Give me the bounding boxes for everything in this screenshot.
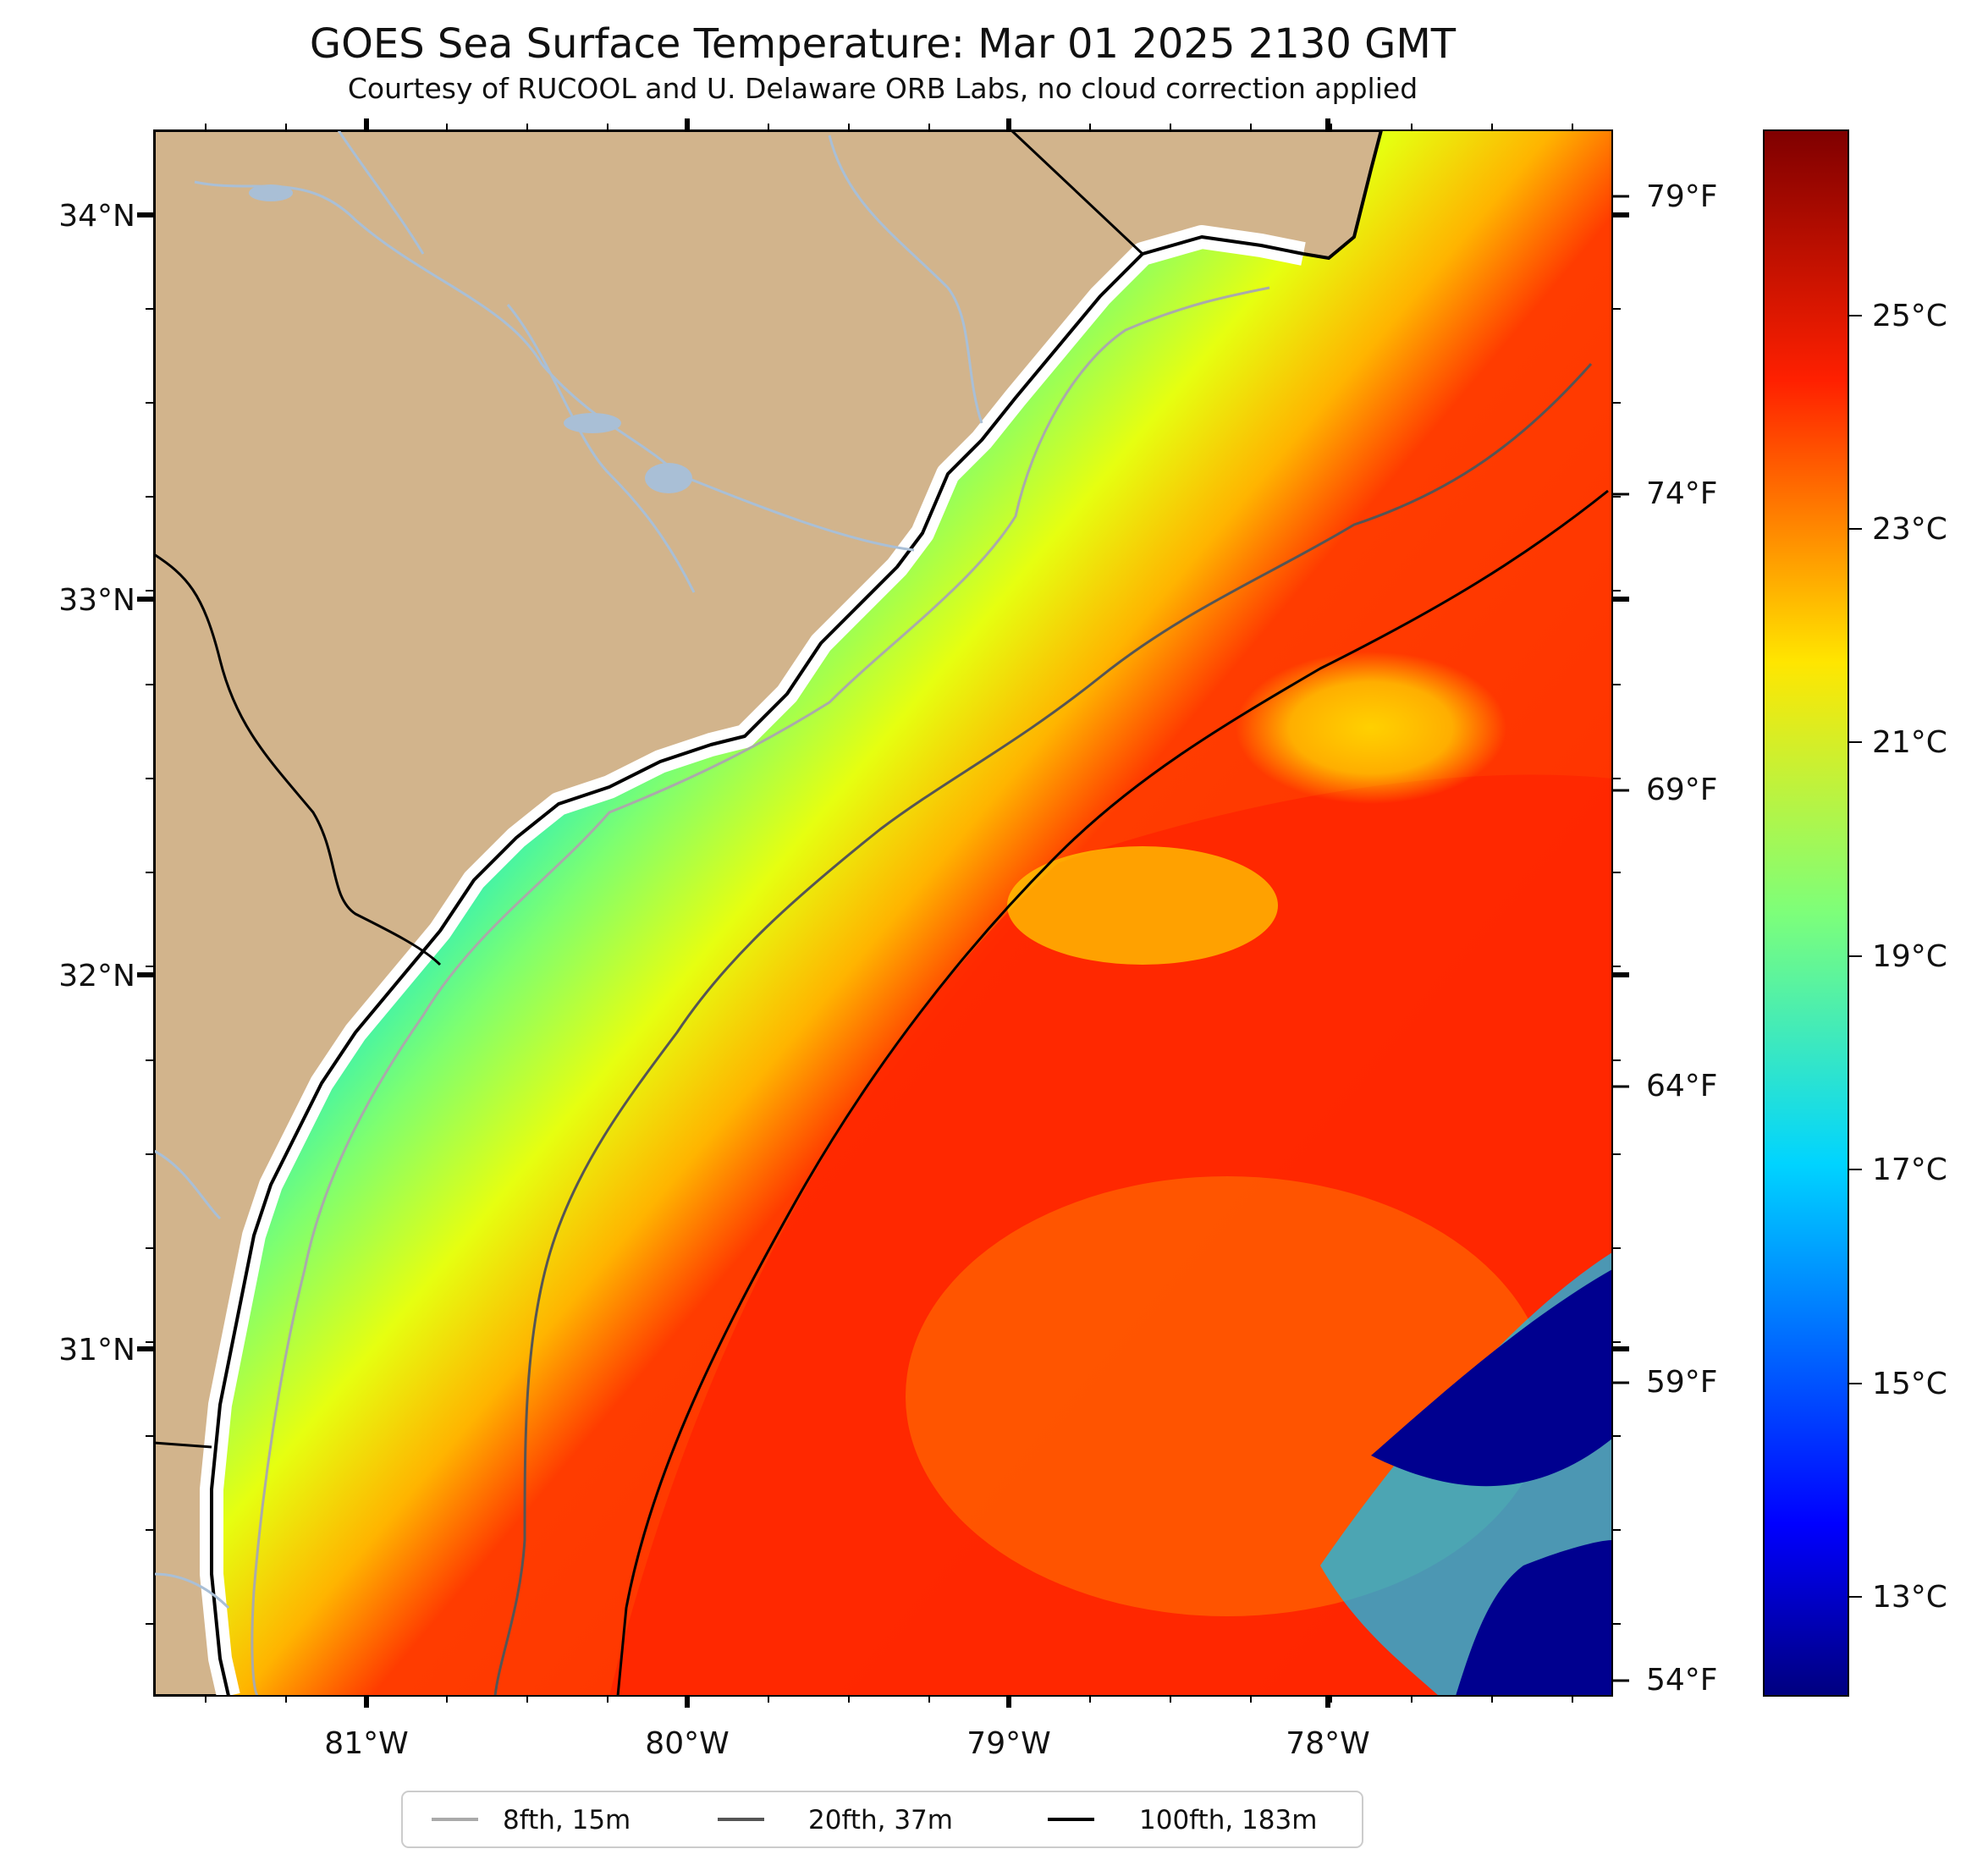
f-label-79: 79°F xyxy=(1646,179,1718,214)
reservoir xyxy=(249,184,293,201)
legend-label-15m: 8fth, 15m xyxy=(503,1805,631,1835)
rivers xyxy=(154,130,983,1610)
colorbar xyxy=(1763,129,1849,1697)
cold-patch-south xyxy=(1456,1540,1612,1696)
lon-label-79: 79°W xyxy=(966,1726,1050,1761)
lat-label-31: 31°N xyxy=(58,1333,135,1367)
f-label-69: 69°F xyxy=(1646,773,1718,807)
cb-label-13: 13°C xyxy=(1872,1580,1947,1615)
f-label-59: 59°F xyxy=(1646,1365,1718,1400)
legend-label-37m: 20fth, 37m xyxy=(808,1805,953,1835)
warm-swirl xyxy=(1236,652,1506,804)
map-panel xyxy=(154,130,1612,1696)
lake-moultrie xyxy=(564,413,621,433)
cb-label-21: 21°C xyxy=(1872,725,1947,760)
lon-label-81: 81°W xyxy=(324,1726,408,1761)
map-subtitle: Courtesy of RUCOOL and U. Delaware ORB L… xyxy=(348,72,1418,105)
cold-patch xyxy=(1371,1269,1612,1487)
legend-label-183m: 100fth, 183m xyxy=(1139,1805,1317,1835)
isobath-legend: 8fth, 15m 20fth, 37m 100fth, 183m xyxy=(401,1791,1363,1848)
isobath-15m xyxy=(251,286,1270,1696)
lat-label-32: 32°N xyxy=(58,959,135,993)
lake-marion xyxy=(645,463,692,493)
coastline xyxy=(210,235,1304,1696)
cb-label-19: 19°C xyxy=(1872,939,1947,974)
lat-label-33: 33°N xyxy=(58,583,135,618)
cb-label-17: 17°C xyxy=(1872,1153,1947,1187)
cb-label-23: 23°C xyxy=(1872,512,1947,547)
colorbar-ticks xyxy=(1848,315,1862,1598)
lon-label-80: 80°W xyxy=(645,1726,729,1761)
isobath-37m xyxy=(493,363,1593,1696)
lat-label-34: 34°N xyxy=(58,199,135,234)
f-label-54: 54°F xyxy=(1646,1663,1718,1698)
map-title: GOES Sea Surface Temperature: Mar 01 202… xyxy=(310,20,1457,68)
warm-eddy xyxy=(1007,846,1278,965)
map-ticks xyxy=(137,118,1629,1708)
lon-label-78: 78°W xyxy=(1286,1726,1369,1761)
cb-label-15: 15°C xyxy=(1872,1367,1947,1401)
cb-label-25: 25°C xyxy=(1872,299,1947,333)
legend-box xyxy=(401,1791,1363,1848)
f-label-74: 74°F xyxy=(1646,476,1718,511)
map-frame xyxy=(153,129,1613,1697)
state-boundaries xyxy=(154,130,1144,1449)
isobath-183m xyxy=(616,489,1609,1696)
f-label-64: 64°F xyxy=(1646,1069,1718,1103)
